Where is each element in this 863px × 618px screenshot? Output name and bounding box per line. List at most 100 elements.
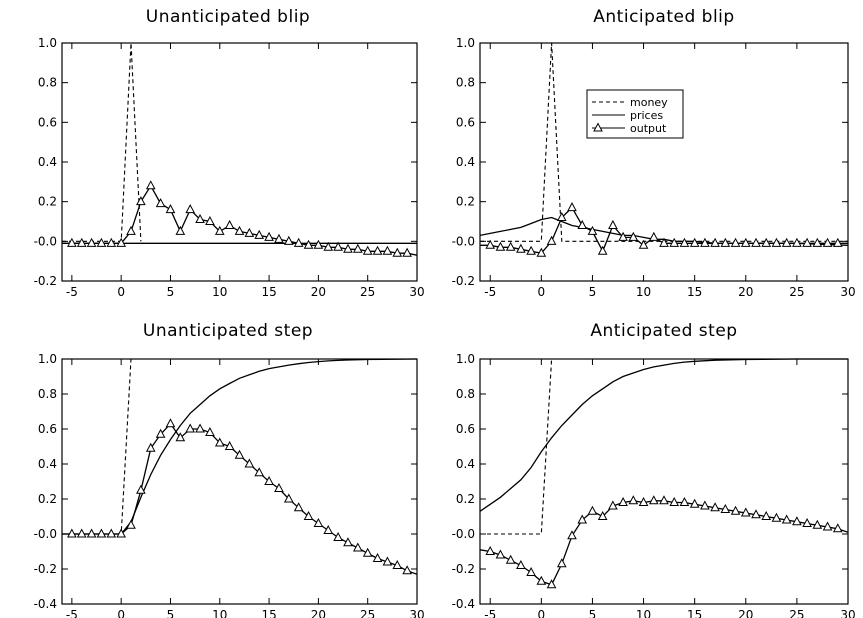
output-point: [730, 505, 741, 515]
output-point: [679, 237, 690, 247]
output-point: [618, 496, 628, 506]
y-tick-label: -0.0: [34, 527, 57, 541]
output-point: [597, 245, 608, 255]
y-tick-label: -0.2: [452, 562, 475, 576]
plot-area: [62, 42, 417, 257]
panel-title: Anticipated step: [590, 321, 737, 341]
output-point: [323, 524, 334, 534]
output-point: [546, 235, 557, 245]
output-point: [293, 502, 304, 512]
output-point: [116, 528, 127, 538]
output-point: [832, 523, 843, 533]
output-point: [205, 215, 215, 225]
output-point: [648, 495, 659, 505]
output-point: [343, 243, 353, 253]
y-tick-label: -0.0: [34, 234, 57, 248]
output-point: [372, 245, 383, 255]
x-tick-label: 5: [167, 608, 175, 618]
x-tick-label: 25: [789, 608, 804, 618]
output-point: [628, 495, 639, 505]
panel-title: Anticipated blip: [593, 7, 734, 27]
y-tick-label: -0.0: [452, 234, 475, 248]
output-point: [274, 482, 284, 492]
y-tick-label: 1.0: [456, 352, 475, 366]
output-point: [495, 241, 506, 251]
chart-panel-1: Unanticipated blip -0.2 -0.0 0.2 0.4 0.6 0.8 1.…: [34, 7, 425, 299]
x-tick-label: 25: [789, 285, 804, 299]
output-point: [638, 239, 649, 249]
x-tick-label: 15: [687, 608, 702, 618]
output-point: [526, 245, 536, 255]
output-point: [333, 241, 343, 251]
chart-panel-3: Unanticipated step -0.4 -0.2 -0.0 0.2 0.4 0.6 0…: [34, 321, 425, 618]
output-point: [751, 509, 761, 519]
output-point: [244, 458, 255, 468]
plot-area: [480, 42, 848, 257]
chart-panel-4: Anticipated step -0.4 -0.2 -0.0 0.2 0.4 0.6 0.8…: [452, 321, 856, 618]
x-tick-label: 25: [360, 608, 375, 618]
series-output-line: [62, 184, 417, 256]
output-point: [587, 225, 598, 235]
x-tick-label: 30: [840, 285, 855, 299]
output-point: [526, 566, 536, 576]
output-point: [618, 231, 628, 241]
output-point: [76, 237, 87, 247]
output-point: [323, 241, 334, 251]
output-point: [546, 579, 557, 589]
output-point: [740, 237, 751, 247]
x-tick-label: 0: [538, 285, 546, 299]
output-point: [362, 547, 373, 557]
output-point: [136, 196, 146, 206]
series-money-line: [480, 42, 848, 242]
output-point: [67, 237, 77, 247]
output-point: [505, 554, 516, 564]
series-prices-line: [480, 358, 848, 512]
output-point: [740, 507, 751, 517]
y-tick-label: 0.6: [456, 422, 475, 436]
output-point: [516, 559, 526, 569]
x-tick-label: 20: [311, 608, 326, 618]
output-point: [822, 521, 833, 531]
output-point: [86, 237, 97, 247]
y-tick-label: -0.2: [34, 562, 57, 576]
x-tick-label: -5: [484, 608, 496, 618]
output-point: [710, 502, 720, 512]
output-point: [333, 531, 343, 541]
output-point: [303, 239, 314, 249]
series-output-line: [62, 422, 417, 575]
output-point: [254, 467, 265, 477]
output-point: [313, 239, 324, 249]
y-tick-label: 0.2: [456, 195, 475, 209]
output-point: [362, 245, 373, 255]
output-point: [244, 227, 255, 237]
output-point: [536, 247, 547, 257]
y-tick-label: 0.2: [38, 492, 57, 506]
y-tick-label: 0.2: [38, 195, 57, 209]
output-point: [761, 510, 772, 520]
series-prices-line: [62, 358, 417, 535]
y-tick-label: 0.4: [456, 155, 475, 169]
output-point: [145, 180, 156, 190]
x-tick-label: 10: [636, 285, 651, 299]
output-point: [485, 545, 496, 555]
output-point: [720, 503, 731, 513]
output-point: [106, 528, 117, 538]
output-point: [556, 558, 567, 568]
output-point: [710, 237, 720, 247]
y-tick-label: 0.8: [38, 76, 57, 90]
series-output-line: [480, 500, 848, 586]
output-point: [659, 495, 669, 505]
output-point: [106, 237, 117, 247]
output-point: [136, 484, 146, 494]
output-point: [516, 243, 526, 253]
output-point: [165, 418, 176, 428]
plot-frame: [479, 358, 849, 605]
output-point: [781, 237, 792, 247]
legend-label-money: money: [630, 96, 668, 109]
output-point: [234, 225, 245, 235]
y-tick-label: 1.0: [38, 352, 57, 366]
output-point: [679, 496, 690, 506]
output-point: [577, 219, 588, 229]
output-point: [195, 213, 205, 224]
